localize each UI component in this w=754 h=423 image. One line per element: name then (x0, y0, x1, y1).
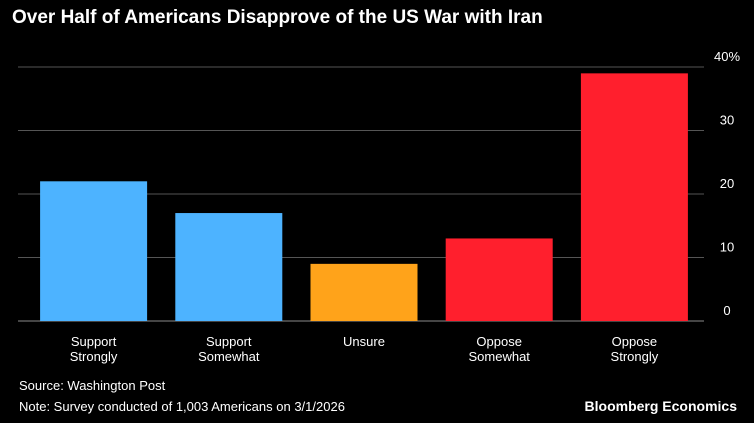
bar (175, 213, 283, 321)
y-tick-label: 20 (720, 176, 734, 191)
x-tick-label: Somewhat (198, 349, 260, 364)
chart-title: Over Half of Americans Disapprove of the… (12, 7, 543, 28)
y-tick-label: 0 (723, 303, 730, 318)
x-tick-label: Strongly (611, 349, 659, 364)
bar (445, 238, 553, 321)
x-tick-label: Oppose (612, 334, 658, 349)
source-note: Source: Washington Post (19, 378, 166, 393)
y-tick-label: 40% (714, 49, 740, 64)
y-tick-label: 10 (720, 240, 734, 255)
x-tick-label: Support (71, 334, 117, 349)
x-tick-label: Support (206, 334, 252, 349)
bar (40, 181, 148, 321)
x-tick-label: Unsure (343, 334, 385, 349)
x-tick-label: Strongly (70, 349, 118, 364)
bar (580, 73, 688, 321)
brand-label: Bloomberg Economics (584, 398, 737, 414)
y-tick-label: 30 (720, 113, 734, 128)
bar (310, 263, 418, 321)
x-tick-label: Oppose (476, 334, 522, 349)
x-tick-label: Somewhat (468, 349, 530, 364)
survey-note: Note: Survey conducted of 1,003 American… (19, 399, 345, 414)
